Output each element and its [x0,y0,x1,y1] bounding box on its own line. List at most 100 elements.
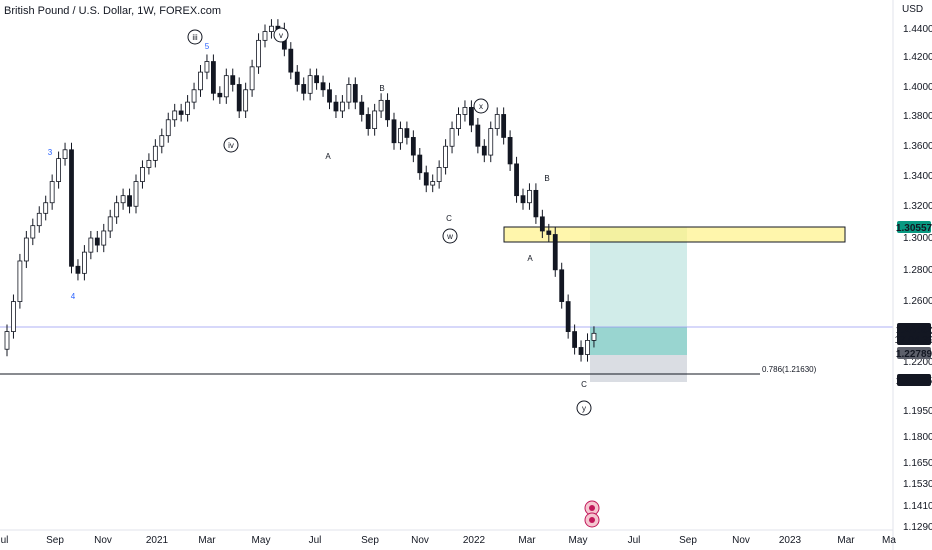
fib-level-label: 0.786(1.21630) [762,365,817,374]
candle-body [481,145,487,156]
candle-body [307,75,313,94]
time-tick-label: Sep [46,535,64,546]
price-tick-label: 1.42000 [903,52,932,63]
zones-layer [503,226,846,382]
candle-body [410,137,416,156]
candle-body [475,124,481,147]
candle-body [320,82,326,91]
wave-label-circle [576,400,592,416]
candle-body [69,149,74,267]
wave-label: 5 [205,42,210,51]
candle-body [172,110,178,121]
price-tag-label: 1.22789 [896,349,932,360]
price-tick-label: 1.36000 [903,141,932,152]
price-tick-label: 1.15300 [903,479,932,490]
wave-label: iv [228,141,234,150]
candle-body [191,89,197,103]
price-tag-box [897,374,931,386]
candle-body [127,195,132,207]
target-zone-upper [590,227,687,327]
candle-body [204,61,210,73]
time-tick-label: Jul [0,535,8,546]
candle-body [443,145,449,168]
candle-body [4,331,10,350]
candle-body [146,159,152,168]
candle-body [178,110,184,115]
price-tag-box [897,221,931,233]
price-tick-label: 1.32000 [903,201,932,212]
price-tick-label: 1.16500 [903,458,932,469]
price-tick-label: 1.38000 [903,111,932,122]
candle-body [217,92,223,98]
time-tick-label: Mar [837,535,855,546]
wave-label-circle [273,27,289,43]
candle-body [262,31,268,41]
candle-body [501,114,507,138]
price-tag-box [897,323,931,345]
supply-demand-box[interactable] [503,226,846,243]
price-tick-label: 1.26000 [903,296,932,307]
candle-body [346,84,352,103]
candle-body [462,107,468,115]
wave-label: w [446,232,453,241]
price-tick-label: 1.40000 [903,82,932,93]
candle-body [585,339,590,355]
candle-body [185,101,191,115]
candle-body [591,332,597,341]
candle-body [223,75,229,98]
candle-body [17,260,23,302]
wave-label: v [279,31,283,40]
candle-body [56,158,61,182]
candle-body [352,84,358,103]
candle-body [514,163,519,197]
lines-layer: 0.786(1.21630) [0,326,893,375]
candle-body [449,128,455,147]
time-tick-label: Sep [679,535,697,546]
flag-icon-center [589,505,595,511]
candle-body [546,230,552,235]
time-tick-label: Jul [309,535,322,546]
price-tick-label: 1.12900 [903,522,932,533]
target-zone-lower [590,327,687,355]
candle-body [552,234,558,271]
wave-label: C [446,214,452,223]
candle-body [165,119,171,137]
candle-body [507,137,513,165]
candle-body [140,167,145,182]
candle-body [578,347,584,355]
wave-label-circle [442,228,458,244]
wave-label: x [479,102,483,111]
candle-body [494,114,500,130]
candle-body [456,114,461,130]
time-tick-label: May [569,535,588,546]
candle-body [36,212,42,227]
candle-body [385,99,390,121]
wave-label: A [527,254,533,263]
candle-body [198,71,203,91]
candle-body [133,181,139,207]
wave-label: 4 [71,292,76,301]
event-icons [584,500,600,528]
candle-body [436,167,442,182]
time-tick-label: Nov [732,535,750,546]
candle-body [372,110,378,129]
wave-label: B [544,174,549,183]
time-tick-label: Mar [518,535,536,546]
candle-body [88,237,94,253]
candle-body [417,154,423,174]
labels-layer: 3 4 5 iii iv v A B Cw x A B Cy [48,27,592,416]
candle-body [488,128,494,156]
time-tick-label: 2023 [779,535,802,546]
candle-body [82,251,87,274]
candle-body [533,189,539,218]
candle-body [559,269,565,302]
candle-body [404,128,410,138]
candle-body [249,66,255,91]
candle-body [288,48,294,73]
wave-label-circle [187,29,203,45]
candle-body [391,119,397,144]
candle-body [101,230,107,246]
candle-body [23,237,29,262]
candle-body [398,128,403,144]
